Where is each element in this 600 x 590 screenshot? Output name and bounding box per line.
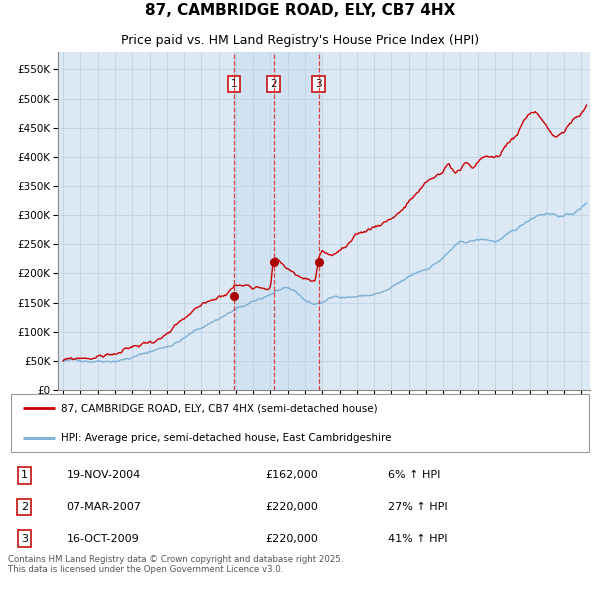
- FancyBboxPatch shape: [11, 395, 589, 451]
- Text: £220,000: £220,000: [265, 502, 318, 512]
- Text: £162,000: £162,000: [265, 470, 318, 480]
- Text: Price paid vs. HM Land Registry's House Price Index (HPI): Price paid vs. HM Land Registry's House …: [121, 34, 479, 47]
- Text: 27% ↑ HPI: 27% ↑ HPI: [388, 502, 447, 512]
- Text: 07-MAR-2007: 07-MAR-2007: [67, 502, 141, 512]
- Text: 3: 3: [316, 79, 322, 89]
- Text: 6% ↑ HPI: 6% ↑ HPI: [388, 470, 440, 480]
- Text: £220,000: £220,000: [265, 533, 318, 543]
- Text: 19-NOV-2004: 19-NOV-2004: [67, 470, 140, 480]
- Text: HPI: Average price, semi-detached house, East Cambridgeshire: HPI: Average price, semi-detached house,…: [61, 433, 391, 443]
- Text: 2: 2: [270, 79, 277, 89]
- Text: 87, CAMBRIDGE ROAD, ELY, CB7 4HX (semi-detached house): 87, CAMBRIDGE ROAD, ELY, CB7 4HX (semi-d…: [61, 403, 377, 413]
- Text: 1: 1: [230, 79, 237, 89]
- Text: 16-OCT-2009: 16-OCT-2009: [67, 533, 139, 543]
- Text: Contains HM Land Registry data © Crown copyright and database right 2025.
This d: Contains HM Land Registry data © Crown c…: [8, 555, 343, 574]
- Text: 2: 2: [21, 502, 28, 512]
- Bar: [234, 52, 319, 390]
- Text: 41% ↑ HPI: 41% ↑ HPI: [388, 533, 447, 543]
- Text: 1: 1: [21, 470, 28, 480]
- Text: 87, CAMBRIDGE ROAD, ELY, CB7 4HX: 87, CAMBRIDGE ROAD, ELY, CB7 4HX: [145, 3, 455, 18]
- Text: 3: 3: [21, 533, 28, 543]
